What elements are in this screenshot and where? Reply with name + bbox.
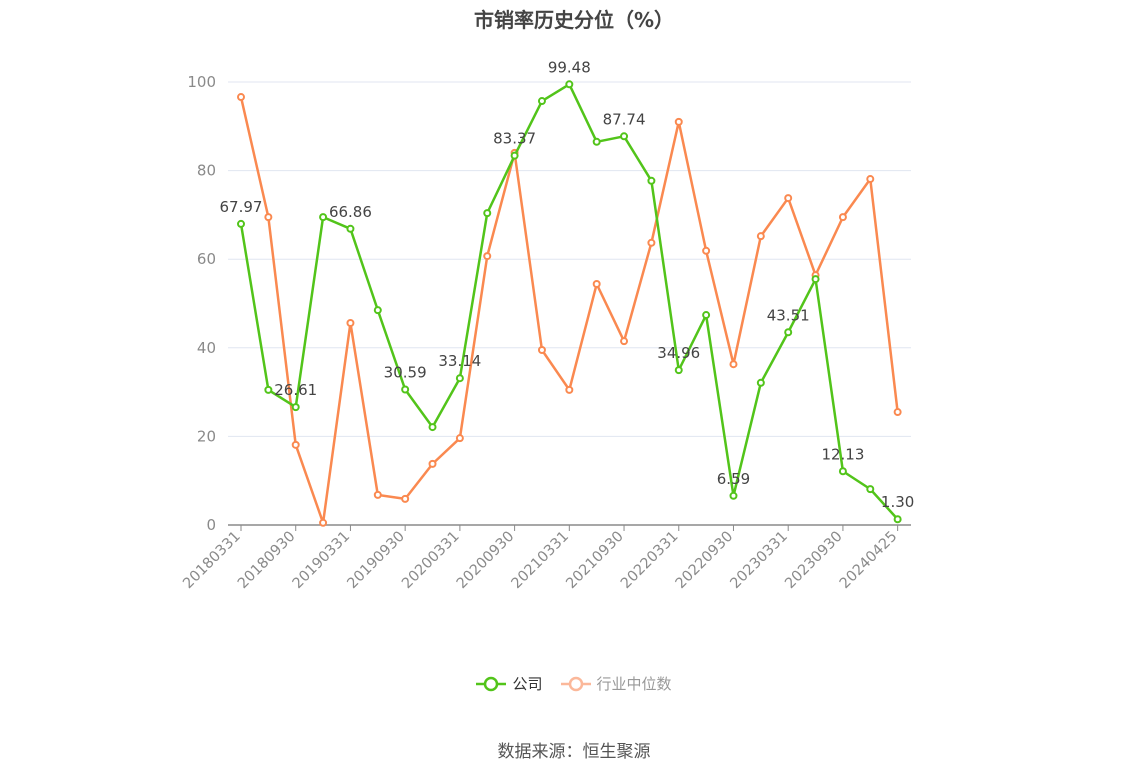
- data-point-company: [592, 137, 601, 146]
- data-point-company: [483, 209, 492, 218]
- x-tick-label: 20200930: [454, 529, 518, 593]
- x-tick-label: 20220930: [673, 529, 737, 593]
- data-point-industry: [373, 490, 382, 499]
- x-tick-label: 20190930: [344, 529, 408, 593]
- data-point-industry: [428, 459, 437, 468]
- data-point-industry: [455, 434, 464, 443]
- data-label: 6.59: [717, 470, 750, 488]
- chart-title: 市销率历史分位（%）: [473, 8, 675, 32]
- data-point-company: [346, 224, 355, 233]
- data-point-industry: [647, 238, 656, 247]
- data-point-company: [729, 491, 738, 500]
- x-tick-label: 20200331: [399, 529, 463, 593]
- data-point-company: [319, 213, 328, 222]
- data-label: 33.14: [438, 352, 481, 370]
- data-label: 66.86: [329, 203, 372, 221]
- legend-industry-icon: [560, 676, 591, 691]
- data-point-industry: [784, 194, 793, 203]
- data-point-company: [237, 219, 245, 228]
- legend-industry-label: 行业中位数: [596, 675, 672, 693]
- legend-item-company[interactable]: 公司: [476, 673, 543, 694]
- data-point-industry: [291, 440, 300, 449]
- data-point-company: [838, 467, 847, 476]
- y-tick-label: 20: [197, 427, 216, 445]
- data-point-company: [537, 97, 546, 106]
- data-point-industry: [592, 280, 601, 289]
- data-label: 30.59: [384, 363, 427, 381]
- data-point-industry: [264, 213, 273, 222]
- data-point-industry: [537, 346, 546, 355]
- data-point-industry: [319, 518, 328, 527]
- data-point-company: [428, 423, 437, 432]
- data-point-company: [510, 151, 519, 160]
- data-point-industry: [483, 252, 492, 261]
- data-point-company: [811, 275, 820, 284]
- data-label: 87.74: [603, 110, 646, 128]
- data-source: 数据来源：恒生聚源: [497, 742, 651, 762]
- data-point-industry: [838, 213, 847, 222]
- data-label: 12.13: [821, 445, 864, 463]
- data-point-industry: [729, 360, 738, 369]
- x-tick-label: 20220331: [618, 529, 682, 593]
- y-tick-label: 100: [187, 73, 216, 91]
- data-point-industry: [401, 494, 410, 503]
- data-point-industry: [237, 93, 245, 102]
- data-label: 43.51: [767, 306, 810, 324]
- data-point-industry: [702, 246, 711, 255]
- data-label: 34.96: [657, 344, 700, 362]
- x-tick-label: 20240425: [837, 529, 901, 593]
- data-point-company: [893, 515, 902, 524]
- data-point-company: [373, 306, 382, 315]
- data-point-company: [702, 311, 711, 320]
- data-point-company: [866, 485, 875, 494]
- data-point-industry: [346, 318, 355, 327]
- y-tick-label: 40: [197, 339, 216, 357]
- series-line-company: [239, 83, 899, 521]
- data-label: 26.61: [274, 381, 317, 399]
- data-point-company: [455, 374, 464, 383]
- data-label: 1.30: [881, 493, 914, 511]
- data-point-company: [620, 132, 629, 141]
- data-point-company: [401, 385, 410, 394]
- legend: 公司 行业中位数: [0, 673, 1148, 694]
- data-point-company: [647, 176, 656, 185]
- data-point-industry: [893, 408, 902, 417]
- data-point-company: [291, 403, 300, 412]
- legend-company-icon: [476, 676, 507, 691]
- data-label: 83.37: [493, 130, 536, 148]
- x-tick-label: 20210331: [509, 529, 573, 593]
- data-point-industry: [565, 385, 574, 394]
- y-tick-label: 60: [197, 250, 216, 268]
- x-tick-label: 20180331: [180, 529, 244, 593]
- line-chart: 0 20 40 60 80 100 2018033120180930201903312019…: [180, 58, 914, 593]
- data-point-company: [674, 366, 683, 375]
- x-tick-label: 20180930: [235, 529, 299, 593]
- data-point-company: [784, 328, 793, 337]
- data-point-industry: [674, 117, 683, 126]
- x-tick-label: 20230930: [782, 529, 846, 593]
- legend-item-industry[interactable]: 行业中位数: [560, 673, 672, 694]
- x-tick-label: 20190331: [290, 529, 354, 593]
- y-tick-label: 0: [206, 516, 216, 534]
- x-tick-label: 20230331: [728, 529, 792, 593]
- y-tick-label: 80: [197, 162, 216, 180]
- data-point-industry: [866, 175, 875, 184]
- data-point-company: [264, 385, 273, 394]
- data-label: 99.48: [548, 58, 591, 76]
- data-point-company: [565, 80, 574, 89]
- x-tick-label: 20210930: [563, 529, 627, 593]
- legend-company-label: 公司: [512, 675, 543, 693]
- data-point-industry: [620, 337, 629, 346]
- data-label: 67.97: [220, 198, 263, 216]
- data-point-company: [756, 378, 765, 387]
- data-point-industry: [756, 232, 765, 241]
